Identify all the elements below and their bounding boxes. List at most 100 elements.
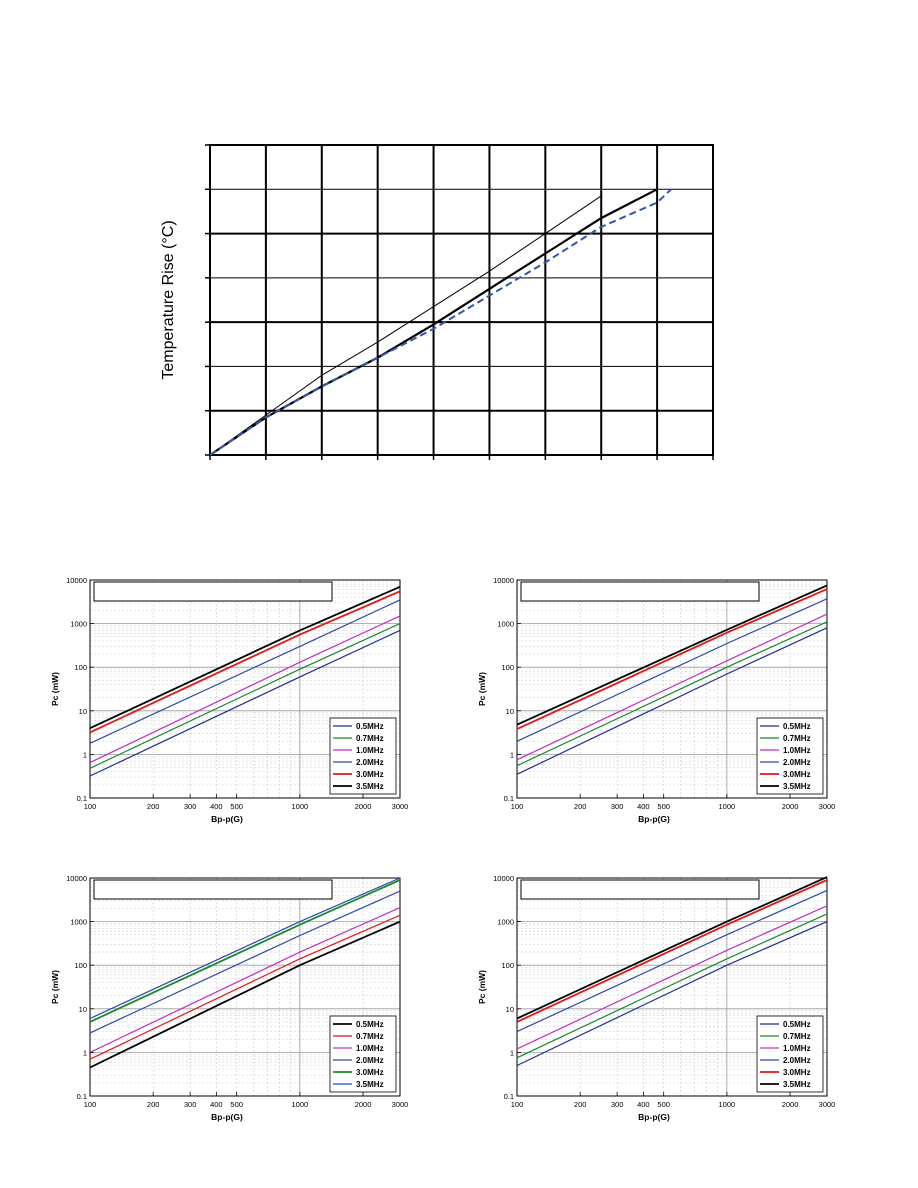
y-tick-label: 1 [510,1048,514,1057]
legend-label: 3.0MHz [783,770,811,779]
series-line-3.5MHz [89,877,401,1020]
x-tick-label: 200 [574,1100,587,1109]
x-tick-label: 300 [184,1100,197,1109]
y-tick-label: 100 [501,663,514,672]
legend-label: 3.0MHz [356,1068,384,1077]
series-line-0.7MHz [89,914,401,1060]
legend-label: 2.0MHz [783,1056,811,1065]
series-line-3.5MHz [516,584,828,726]
x-tick-label: 3000 [819,802,836,811]
plot-frame [209,144,714,456]
legend-label: 3.5MHz [783,782,811,791]
x-tick-label: 200 [574,802,587,811]
legend-label: 0.5MHz [356,1020,384,1029]
x-tick-label: 200 [147,802,160,811]
legend-label: 1.0MHz [783,1044,811,1053]
legend-label: 0.5MHz [783,722,811,731]
series-line-2.0MHz [516,889,828,1033]
legend-label: 0.5MHz [783,1020,811,1029]
x-tick-label: 500 [657,1100,670,1109]
x-tick-label: 1000 [719,1100,736,1109]
legend-label: 3.5MHz [783,1080,811,1089]
series-line-3.5MHz [516,876,828,1020]
temperature-series-thin [209,195,602,456]
legend-label: 0.7MHz [356,1032,384,1041]
temperature-series-dashed [209,188,672,456]
y-tick-label: 1 [83,1048,87,1057]
x-tick-label: 1000 [292,1100,309,1109]
y-tick-label: 1000 [70,918,87,927]
plot-frame [516,579,828,799]
y-tick-label: 1000 [497,918,514,927]
x-axis-title: Bp-p(G) [638,814,670,824]
x-tick-label: 500 [230,802,243,811]
power-loss-chart-4: 100 200 300 400 500 1000 2000 3000 0.1 1 10 100 1000… [477,874,835,1122]
x-tick-label: 300 [611,1100,624,1109]
series-line-0.7MHz [516,621,828,767]
y-axis-title: Pc (mW) [50,672,60,706]
x-tick-label: 2000 [782,1100,799,1109]
x-axis-title: Bp-p(G) [638,1112,670,1122]
y-axis-title: Pc (mW) [477,672,487,706]
x-tick-label: 500 [657,802,670,811]
y-axis-title: Pc (mW) [477,970,487,1004]
legend-box [756,1015,824,1093]
x-tick-label: 500 [230,1100,243,1109]
series-line-1.0MHz [89,907,401,1053]
legend-box [329,717,397,795]
y-tick-label: 0.1 [77,794,87,803]
x-tick-label: 300 [611,802,624,811]
chart-title-box [520,581,760,602]
series-line-2.0MHz [89,599,401,744]
x-axis-title: Bp-p(G) [211,1112,243,1122]
y-tick-label: 100 [501,961,514,970]
legend-label: 3.0MHz [356,770,384,779]
series-line-0.5MHz [89,920,401,1069]
y-tick-label: 10 [506,707,514,716]
legend-label: 1.0MHz [356,1044,384,1053]
y-tick-label: 10000 [493,576,514,585]
y-tick-label: 10 [79,707,87,716]
legend-label: 1.0MHz [783,746,811,755]
y-tick-label: 1000 [70,620,87,629]
x-tick-label: 300 [184,802,197,811]
legend-label: 0.7MHz [356,734,384,743]
plot-frame [516,877,828,1097]
power-loss-chart-3: 100 200 300 400 500 1000 2000 3000 0.1 1 10 100 1000… [50,874,409,1122]
series-line-2.0MHz [89,890,401,1034]
x-tick-label: 100 [511,802,524,811]
series-line-3.0MHz [516,588,828,730]
power-loss-chart-2: 100 200 300 400 500 1000 2000 3000 0.1 1 10 100 1000… [477,576,836,824]
legend-label: 2.0MHz [356,1056,384,1065]
series-line-0.5MHz [516,627,828,775]
x-tick-label: 3000 [392,802,409,811]
legend-label: 3.0MHz [783,1068,811,1077]
temperature-rise-chart: Temperature Rise (°C) [160,144,714,460]
legend-box [329,1015,397,1093]
x-tick-label: 100 [84,802,97,811]
y-tick-label: 0.1 [504,1092,514,1101]
y-tick-label: 1 [83,750,87,759]
series-line-2.0MHz [516,598,828,742]
series-line-3.5MHz [89,585,401,730]
x-tick-label: 2000 [782,802,799,811]
y-tick-label: 10 [506,1005,514,1014]
legend-label: 0.5MHz [356,722,384,731]
x-tick-label: 2000 [355,802,372,811]
series-line-0.5MHz [89,629,401,777]
x-tick-label: 1000 [292,802,309,811]
series-line-1.0MHz [516,613,828,761]
x-tick-label: 3000 [392,1100,409,1109]
chart-title-box [93,581,333,602]
x-tick-label: 100 [511,1100,524,1109]
y-tick-label: 10000 [66,874,87,883]
y-tick-label: 100 [74,961,87,970]
y-tick-label: 1 [510,750,514,759]
series-line-1.0MHz [89,615,401,764]
power-loss-chart-1: 100 200 300 400 500 1000 2000 3000 0.1 1 10 100 1000… [50,576,409,824]
y-tick-label: 0.1 [77,1092,87,1101]
x-tick-label: 400 [210,802,223,811]
y-axis-title: Temperature Rise (°C) [160,220,177,379]
y-tick-label: 100 [74,663,87,672]
x-tick-label: 100 [84,1100,97,1109]
